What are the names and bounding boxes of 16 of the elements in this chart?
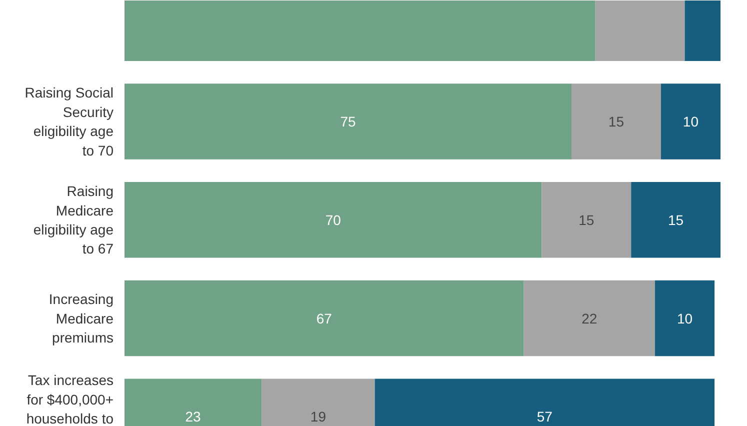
data-label: 75 [340,114,356,130]
data-label: 15 [578,212,594,228]
y-tick-label: Increasing Medicare premiums [48,291,114,346]
data-label: 15 [668,212,684,228]
data-label: 10 [682,114,699,130]
data-label: 70 [325,212,342,228]
data-label: 57 [536,408,553,425]
data-label: 10 [676,310,693,326]
data-label: 67 [316,310,332,326]
data-label: 23 [185,408,202,425]
data-label: 22 [582,310,598,326]
data-label: 19 [310,408,326,425]
data-label: 15 [608,114,624,130]
y-tick-label: Raising Social Security eligibility age to 70 [24,84,114,158]
y-tick-label: Raising Medicare eligibility age to 67 [33,183,114,257]
y-tick-label: Tax increases for $400,000+ households to [26,372,114,426]
